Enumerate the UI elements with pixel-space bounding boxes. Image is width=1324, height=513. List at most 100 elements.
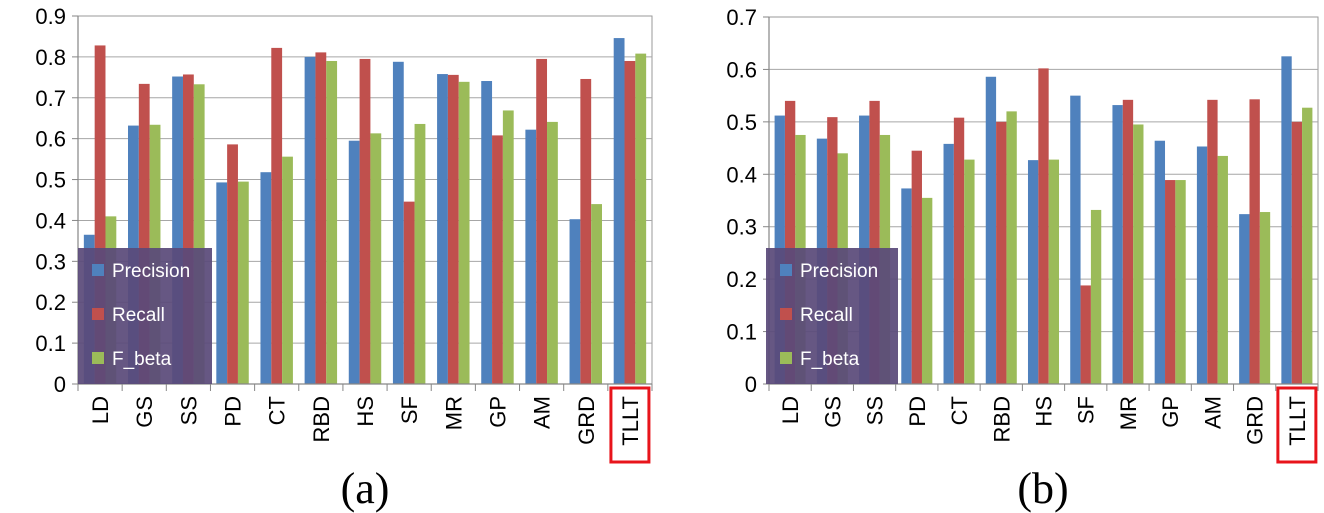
bar-f-beta [370,133,382,384]
bar-recall [536,58,548,384]
bar-f-beta [1006,111,1017,384]
category-label: AM [530,396,555,429]
category-label: LD [778,396,803,424]
y-tick-label: 0.6 [35,127,66,152]
y-tick-label: 0.4 [726,162,757,187]
legend-label: Precision [800,261,878,282]
chart-b: 0 0.1 0.2 0.3 0.4 0.5 0.6 0.7 LD GS SS PD CT RBD HS SF M… [726,5,1319,513]
category-label: RBD [989,396,1014,442]
category-label: SS [176,396,201,425]
bar-recall [447,74,459,384]
y-tick-label: 0.5 [726,110,757,135]
category-label: HS [353,396,378,427]
legend-swatch [780,352,792,364]
category-label: SF [397,396,422,424]
y-tick-label: 0.2 [35,290,66,315]
bar-f-beta [1259,212,1271,384]
bar-precision [348,140,360,384]
bar-recall [403,201,415,384]
category-label: GS [820,396,845,428]
bar-recall [138,83,150,385]
y-tick-label: 0 [54,372,66,397]
bar-recall [911,150,922,384]
bar-f-beta [326,60,338,384]
y-tick-label: 0.1 [726,320,757,345]
bar-precision [1070,95,1081,385]
category-label: SS [863,396,888,425]
bar-recall [1165,180,1176,384]
bar-precision [1154,140,1166,384]
bar-f-beta [964,159,975,384]
bar-recall [227,144,238,384]
bar-recall [580,78,592,385]
bar-recall [1291,121,1303,384]
bar-recall [1207,99,1218,384]
bar-precision [943,143,954,384]
bar-precision [1281,56,1292,384]
bar-f-beta [1048,159,1060,384]
panel-caption: (a) [341,464,390,513]
y-tick-label: 0 [745,372,757,397]
y-tick-label: 0.2 [726,267,757,292]
category-label: LD [88,396,113,424]
category-label: AM [1200,396,1225,429]
bar-precision [1112,105,1123,384]
legend-label: F_beta [800,349,860,370]
bar-precision [437,74,448,384]
category-label: PD [905,396,930,427]
category-label: GS [132,396,157,428]
category-label: GP [1158,396,1183,428]
bar-recall [182,74,194,385]
y-tick-label: 0.4 [35,208,66,233]
bar-recall [315,52,327,384]
bar-f-beta [1302,107,1313,385]
bar-f-beta [921,197,933,384]
bar-f-beta [237,181,249,384]
y-tick-label: 0.7 [726,5,757,30]
bar-recall [996,121,1007,384]
y-tick-label: 0.9 [35,4,66,29]
y-tick-label: 0.3 [35,249,66,274]
bar-f-beta [1090,209,1102,384]
bar-recall [94,45,106,384]
category-label: CT [265,396,290,425]
bar-recall [359,58,371,384]
bar-precision [1196,146,1208,384]
legend-swatch [92,308,104,320]
legend-label: Recall [800,305,853,326]
bar-recall [1249,99,1260,384]
y-tick-label: 0.8 [35,45,66,70]
y-tick-label: 0.6 [726,57,757,82]
bar-precision [481,81,493,384]
bar-recall [953,117,965,385]
bar-precision [525,129,537,384]
bar-precision [1239,214,1250,384]
bar-f-beta [1133,124,1144,384]
bar-precision [901,188,912,384]
legend-swatch [780,308,792,320]
category-label: PD [221,396,246,427]
bar-recall [784,100,796,384]
category-label: SF [1074,396,1099,424]
bar-recall [271,47,283,384]
category-label: MR [441,396,466,430]
legend-swatch [92,264,104,276]
legend-swatch [92,352,104,364]
bar-precision [1027,160,1039,384]
bar-precision [304,56,316,385]
bar-f-beta [414,123,426,385]
y-tick-label: 0.1 [35,331,66,356]
bar-precision [392,61,404,384]
bar-f-beta [282,156,293,384]
category-label: MR [1116,396,1141,430]
bar-precision [260,172,272,384]
y-tick-label: 0.5 [35,168,66,193]
legend: Precision Recall F_beta [766,248,898,384]
bar-precision [172,76,183,384]
bar-f-beta [193,84,205,384]
legend-swatch [780,264,792,276]
category-label: TLLT [1285,396,1310,446]
y-tick-label: 0.7 [35,86,66,111]
bar-precision [985,76,997,385]
